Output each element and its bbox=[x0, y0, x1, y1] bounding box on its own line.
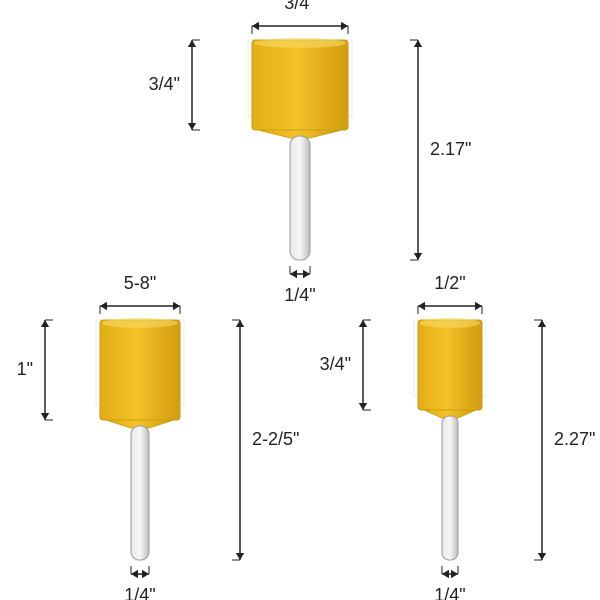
dim-body-height-left-label: 1" bbox=[17, 359, 33, 379]
router-bit-diagram: 3/4" 3/4" 2.17" 1/4" 5-8" 1" 2-2/5" 1/4" 1/2" 3/4… bbox=[0, 0, 600, 600]
shank bbox=[131, 426, 149, 560]
shank bbox=[290, 136, 310, 260]
dim-total-height-top-label: 2.17" bbox=[430, 139, 471, 159]
router-bit-right bbox=[414, 318, 486, 560]
dim-total-height-top: 2.17" bbox=[410, 40, 471, 260]
dim-body-height-right: 3/4" bbox=[320, 320, 371, 410]
shank bbox=[442, 416, 458, 560]
router-bit-top bbox=[248, 38, 352, 260]
dim-top-width-left: 5-8" bbox=[100, 273, 180, 314]
dim-total-height-right-label: 2.27" bbox=[554, 429, 595, 449]
dim-top-width-top-label: 3/4" bbox=[284, 0, 315, 13]
dim-body-height-left: 1" bbox=[17, 320, 53, 420]
dim-total-height-right: 2.27" bbox=[534, 320, 595, 560]
dim-shank-width-right-label: 1/4" bbox=[434, 585, 465, 600]
dim-top-width-top: 3/4" bbox=[252, 0, 348, 34]
dim-total-height-left: 2-2/5" bbox=[232, 320, 299, 560]
dim-shank-width-top: 1/4" bbox=[284, 266, 315, 305]
dim-top-width-right: 1/2" bbox=[418, 273, 482, 314]
dim-body-height-top-label: 3/4" bbox=[149, 74, 180, 94]
dim-body-height-top: 3/4" bbox=[149, 40, 200, 130]
router-bit-left bbox=[96, 318, 184, 560]
dim-shank-width-right: 1/4" bbox=[434, 566, 465, 600]
dim-top-width-right-label: 1/2" bbox=[434, 273, 465, 293]
dim-shank-width-left-label: 1/4" bbox=[124, 585, 155, 600]
cutter-body bbox=[252, 40, 348, 130]
body-top-highlight bbox=[420, 318, 480, 328]
cutter-body bbox=[418, 320, 482, 410]
dim-total-height-left-label: 2-2/5" bbox=[252, 429, 299, 449]
dim-shank-width-left: 1/4" bbox=[124, 566, 155, 600]
dim-body-height-right-label: 3/4" bbox=[320, 354, 351, 374]
dim-top-width-left-label: 5-8" bbox=[124, 273, 156, 293]
dim-shank-width-top-label: 1/4" bbox=[284, 285, 315, 305]
body-top-highlight bbox=[254, 38, 346, 48]
cutter-body bbox=[100, 320, 180, 420]
body-top-highlight bbox=[102, 318, 178, 328]
